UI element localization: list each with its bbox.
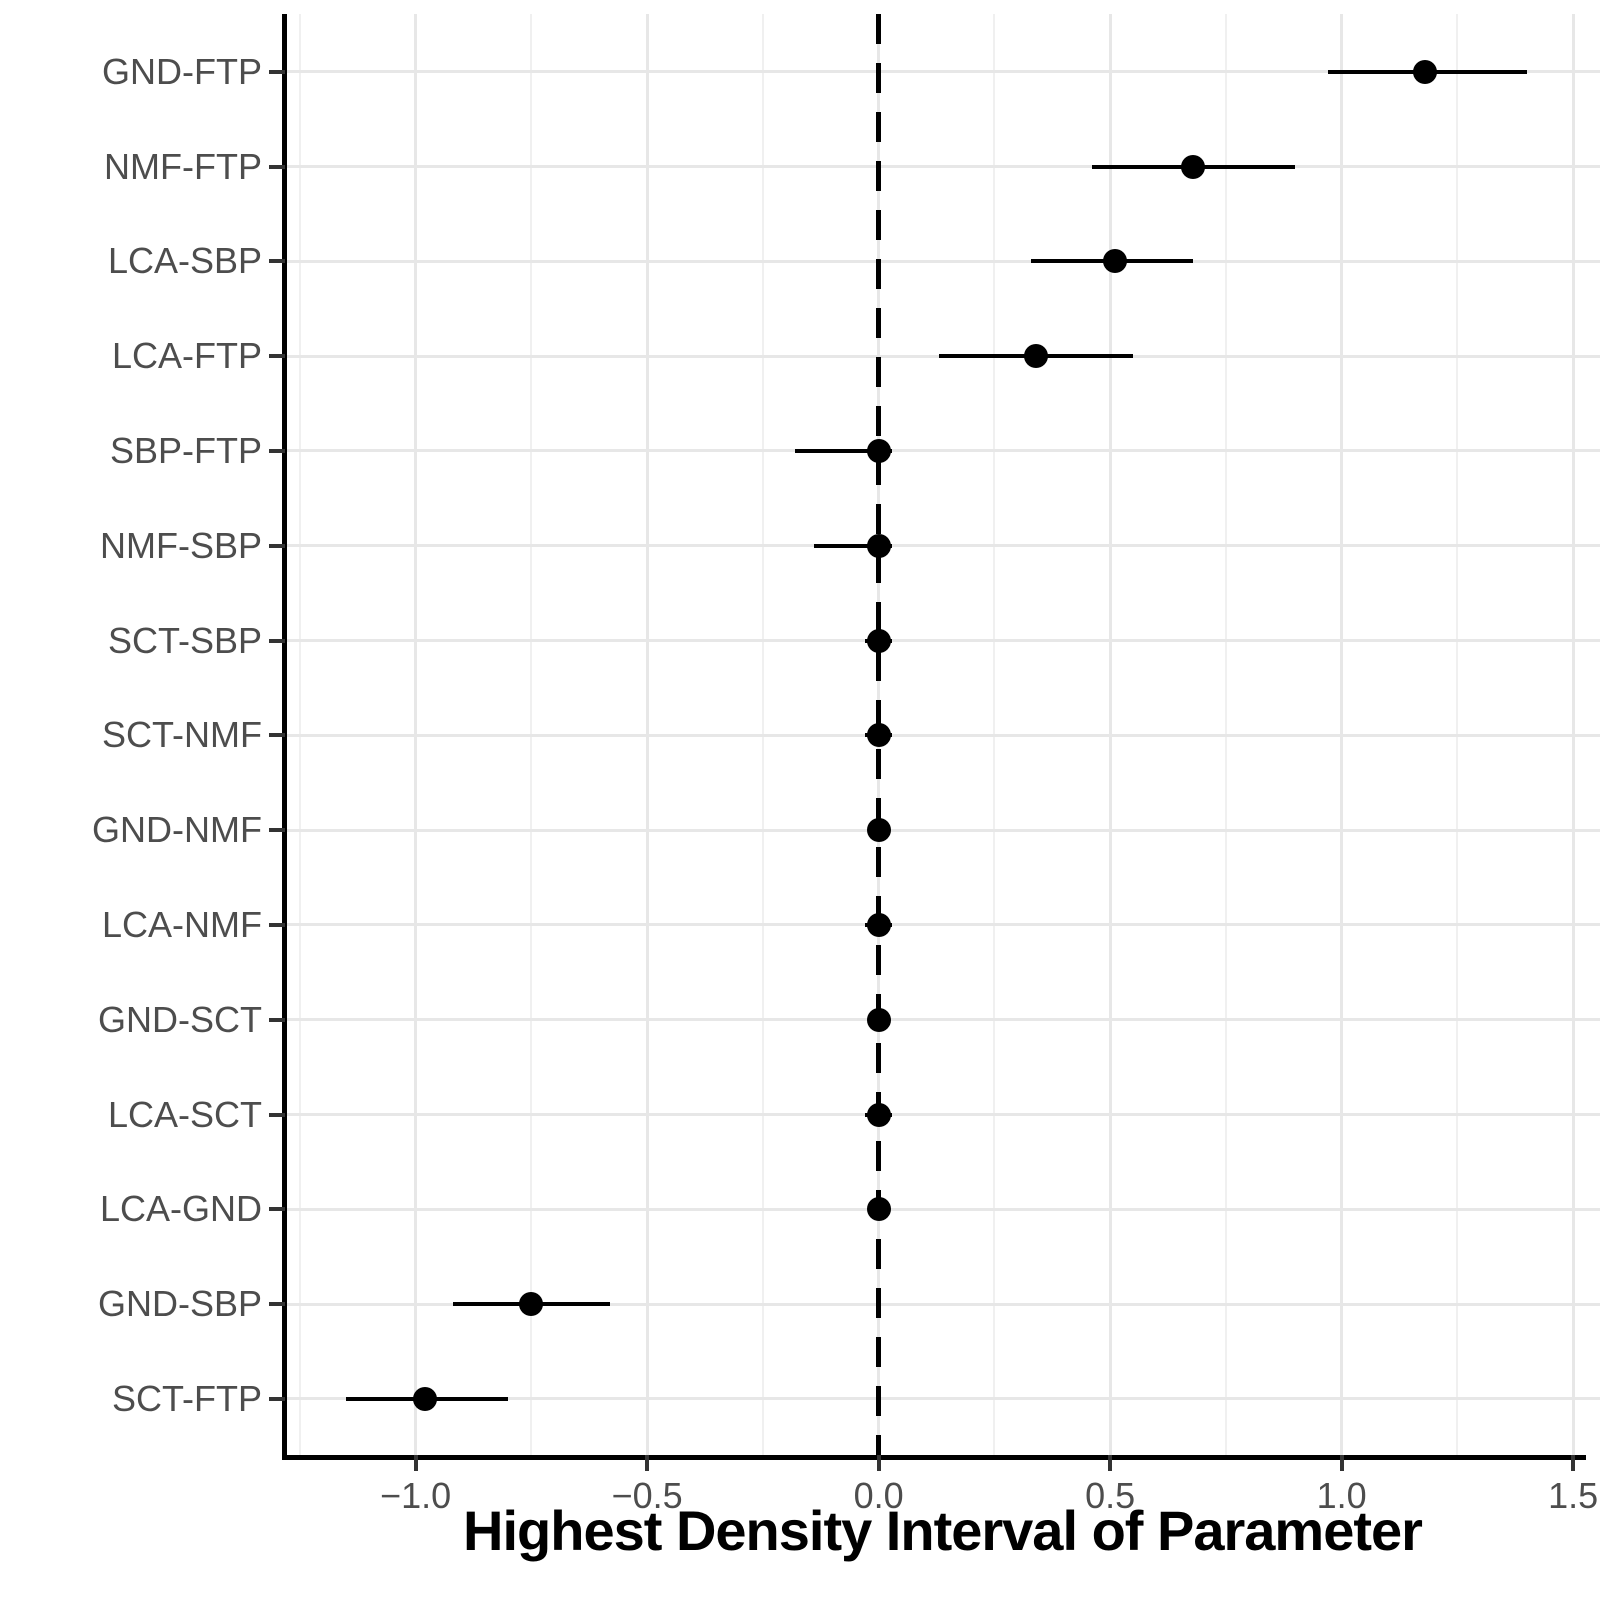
x-tick	[1339, 1455, 1344, 1471]
x-tick	[413, 1455, 418, 1471]
y-tick-label: SCT-SBP	[107, 619, 262, 661]
y-tick	[269, 828, 285, 833]
y-tick	[269, 1112, 285, 1117]
y-tick	[269, 448, 285, 453]
y-tick	[269, 69, 285, 74]
x-axis-title: Highest Density Interval of Parameter	[463, 1499, 1423, 1562]
row-gridline	[285, 923, 1600, 927]
y-tick	[269, 164, 285, 169]
y-tick-label: LCA-SBP	[107, 240, 262, 282]
y-tick-label: SCT-FTP	[112, 1377, 262, 1419]
x-tick-label: −1.0	[380, 1475, 452, 1516]
y-tick-label: GND-NMF	[92, 809, 262, 851]
point-estimate	[519, 1292, 544, 1317]
y-tick	[269, 638, 285, 643]
row-gridline	[285, 1397, 1600, 1401]
x-tick-label: 1.0	[1316, 1475, 1367, 1516]
row-gridline	[285, 70, 1600, 74]
x-tick-label: −0.5	[611, 1475, 683, 1516]
point-estimate	[866, 1007, 891, 1032]
row-gridline	[285, 1207, 1600, 1211]
point-estimate	[866, 1102, 891, 1127]
point-estimate	[866, 533, 891, 558]
y-tick	[269, 733, 285, 738]
y-tick	[269, 922, 285, 927]
y-tick-label: GND-FTP	[102, 50, 262, 92]
row-gridline	[285, 828, 1600, 832]
x-tick-label: 0.5	[1085, 1475, 1136, 1516]
y-tick	[269, 1396, 285, 1401]
x-tick	[1571, 1455, 1576, 1471]
y-tick	[269, 259, 285, 264]
interval-line	[795, 448, 893, 453]
point-estimate	[412, 1386, 437, 1411]
y-tick	[269, 1207, 285, 1212]
x-tick	[645, 1455, 650, 1471]
row-gridline	[285, 449, 1600, 453]
row-gridline	[285, 1113, 1600, 1116]
point-estimate	[1102, 249, 1127, 274]
y-tick-label: SCT-NMF	[102, 714, 262, 756]
y-tick	[269, 1302, 285, 1307]
y-tick	[269, 543, 285, 548]
y-tick-label: LCA-GND	[99, 1188, 262, 1230]
point-estimate	[1412, 59, 1437, 84]
point-estimate	[866, 912, 891, 937]
y-tick-label: NMF-SBP	[100, 524, 262, 566]
point-estimate	[866, 1197, 891, 1222]
x-tick	[1108, 1455, 1113, 1471]
row-gridline	[285, 1018, 1600, 1022]
row-gridline	[285, 544, 1600, 548]
interval-line	[813, 543, 893, 548]
point-estimate	[866, 438, 891, 463]
point-estimate	[1024, 344, 1049, 369]
point-estimate	[866, 723, 891, 748]
y-tick-label: GND-SCT	[98, 998, 262, 1040]
y-tick-label: LCA-NMF	[102, 903, 262, 945]
y-tick-label: SBP-FTP	[109, 429, 262, 471]
row-gridline	[285, 259, 1600, 263]
y-tick-label: LCA-SCT	[107, 1093, 262, 1135]
x-axis-line	[282, 1455, 1586, 1460]
point-estimate	[866, 818, 891, 843]
row-gridline	[285, 1302, 1600, 1306]
plot-panel	[285, 14, 1600, 1455]
x-tick-label: 0.0	[853, 1475, 904, 1516]
y-tick-label: GND-SBP	[97, 1283, 262, 1325]
x-tick-label: 1.5	[1548, 1475, 1599, 1516]
point-estimate	[1181, 154, 1206, 179]
y-tick	[269, 1017, 285, 1022]
x-tick	[876, 1455, 881, 1471]
row-gridline	[285, 733, 1600, 737]
point-estimate	[866, 628, 891, 653]
y-tick	[269, 354, 285, 359]
row-gridline	[285, 639, 1600, 642]
y-tick-label: NMF-FTP	[104, 145, 262, 187]
y-tick-label: LCA-FTP	[111, 335, 262, 377]
row-gridline	[285, 165, 1600, 168]
